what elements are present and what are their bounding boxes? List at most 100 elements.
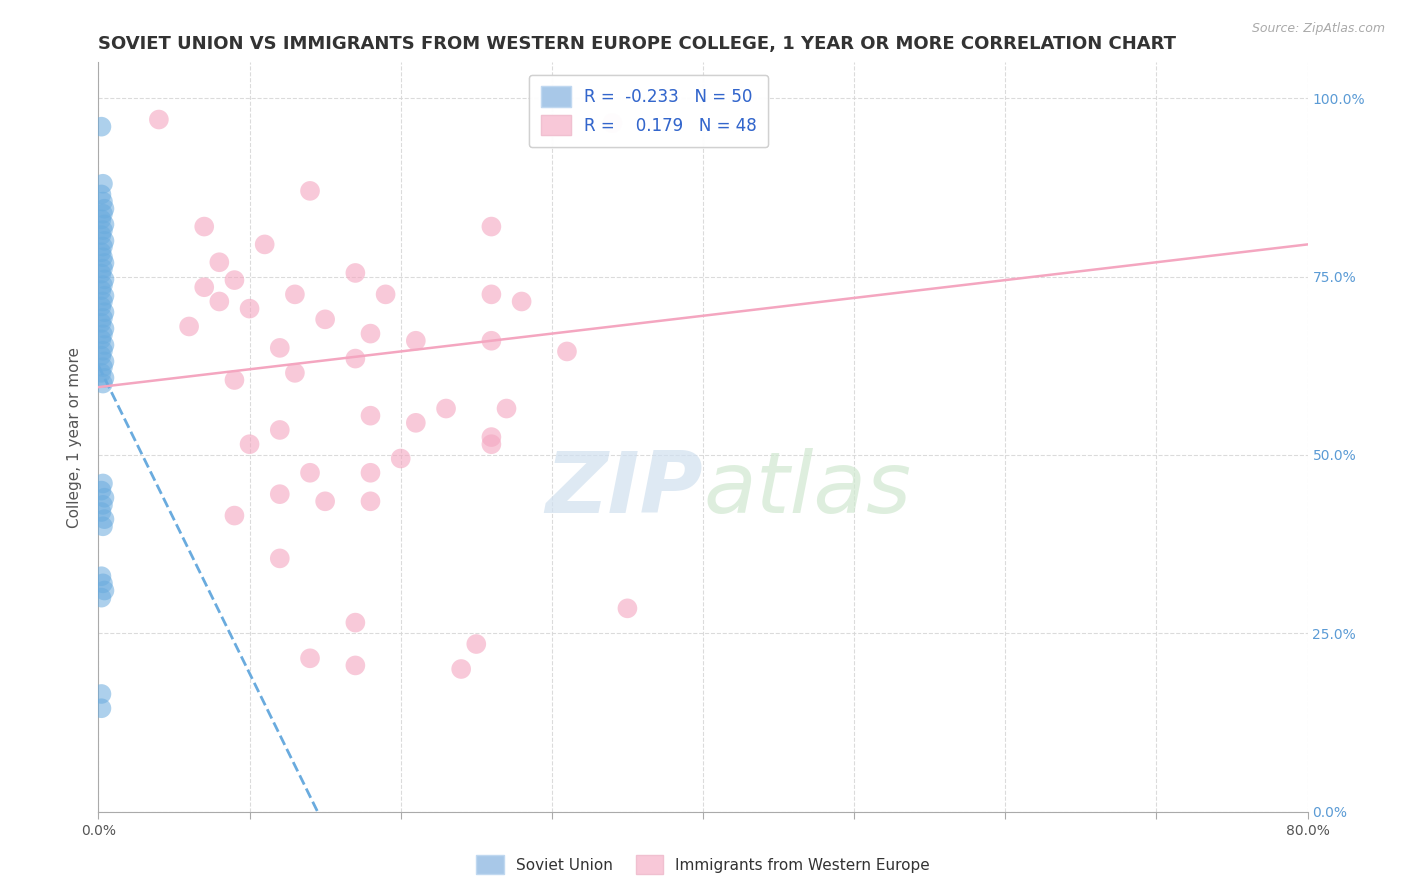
Point [93, 371, 115, 385]
Point [91, 239, 114, 253]
Point [93, 202, 115, 216]
Point [91, 250, 114, 264]
Point [360, 326, 382, 341]
Point [90, 483, 112, 498]
Point [91, 376, 114, 391]
Point [90, 316, 112, 330]
Point [389, 451, 412, 466]
Point [93, 354, 115, 368]
Legend: R =  -0.233   N = 50, R =    0.179   N = 48: R = -0.233 N = 50, R = 0.179 N = 48 [529, 75, 768, 147]
Point [90, 366, 112, 380]
Point [179, 319, 201, 334]
Point [93, 234, 115, 248]
Point [616, 601, 638, 615]
Point [93, 338, 115, 352]
Point [90, 300, 112, 314]
Point [90, 187, 112, 202]
Point [91, 261, 114, 276]
Point [148, 112, 170, 127]
Point [90, 212, 112, 227]
Y-axis label: College, 1 year or more: College, 1 year or more [67, 347, 83, 527]
Point [239, 437, 262, 451]
Point [90, 569, 112, 583]
Point [224, 373, 246, 387]
Point [284, 287, 307, 301]
Point [208, 294, 231, 309]
Text: Source: ZipAtlas.com: Source: ZipAtlas.com [1251, 22, 1385, 36]
Point [90, 349, 112, 363]
Point [93, 218, 115, 232]
Point [193, 219, 215, 234]
Point [465, 637, 488, 651]
Point [91, 327, 114, 342]
Point [269, 551, 291, 566]
Point [495, 401, 517, 416]
Point [91, 576, 114, 591]
Point [434, 401, 457, 416]
Point [90, 687, 112, 701]
Point [224, 508, 246, 523]
Point [344, 658, 367, 673]
Point [510, 294, 533, 309]
Point [193, 280, 215, 294]
Point [224, 273, 246, 287]
Point [360, 494, 382, 508]
Point [91, 207, 114, 221]
Point [481, 430, 503, 444]
Point [93, 491, 115, 505]
Point [91, 194, 114, 209]
Point [344, 266, 367, 280]
Point [93, 256, 115, 270]
Point [360, 466, 382, 480]
Point [299, 651, 322, 665]
Point [90, 701, 112, 715]
Point [314, 312, 336, 326]
Point [405, 416, 427, 430]
Point [93, 305, 115, 319]
Text: ZIP: ZIP [546, 448, 703, 531]
Text: atlas: atlas [703, 448, 911, 531]
Point [91, 476, 114, 491]
Point [269, 341, 291, 355]
Point [91, 519, 114, 533]
Point [91, 177, 114, 191]
Point [555, 344, 578, 359]
Point [374, 287, 396, 301]
Point [450, 662, 472, 676]
Point [91, 223, 114, 237]
Point [93, 272, 115, 286]
Point [90, 267, 112, 281]
Point [90, 505, 112, 519]
Point [481, 287, 503, 301]
Point [93, 321, 115, 335]
Point [90, 228, 112, 243]
Point [299, 184, 322, 198]
Point [90, 591, 112, 605]
Point [284, 366, 307, 380]
Point [91, 343, 114, 358]
Text: SOVIET UNION VS IMMIGRANTS FROM WESTERN EUROPE COLLEGE, 1 YEAR OR MORE CORRELATI: SOVIET UNION VS IMMIGRANTS FROM WESTERN … [98, 35, 1177, 53]
Point [269, 487, 291, 501]
Point [481, 219, 503, 234]
Point [91, 310, 114, 325]
Point [481, 437, 503, 451]
Point [91, 498, 114, 512]
Point [91, 294, 114, 309]
Point [405, 334, 427, 348]
Point [93, 289, 115, 303]
Point [239, 301, 262, 316]
Point [90, 120, 112, 134]
Point [93, 583, 115, 598]
Point [90, 245, 112, 260]
Legend: Soviet Union, Immigrants from Western Europe: Soviet Union, Immigrants from Western Eu… [470, 849, 936, 880]
Point [314, 494, 336, 508]
Point [344, 351, 367, 366]
Point [208, 255, 231, 269]
Point [93, 512, 115, 526]
Point [91, 278, 114, 293]
Point [253, 237, 276, 252]
Point [91, 360, 114, 375]
Point [299, 466, 322, 480]
Point [481, 334, 503, 348]
Point [269, 423, 291, 437]
